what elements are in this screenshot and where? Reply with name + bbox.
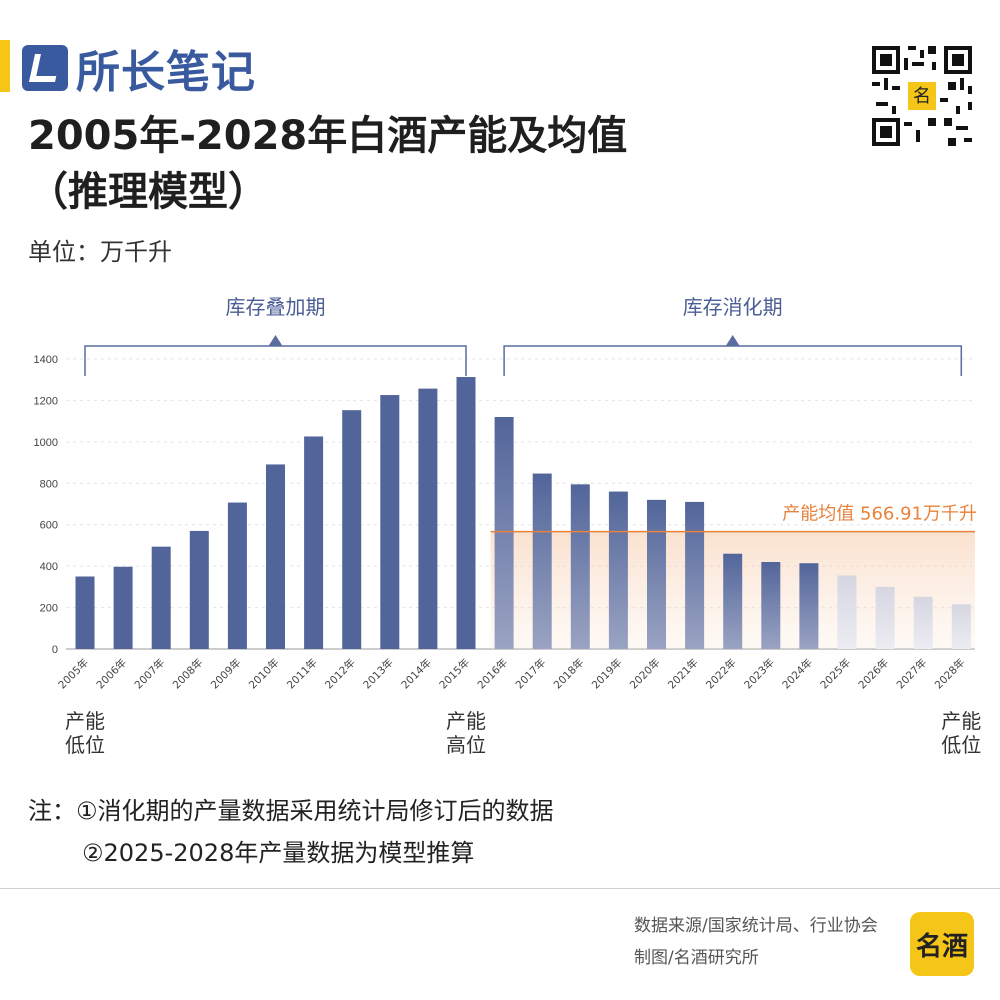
bar-2013年 — [380, 395, 400, 649]
bar-2008年 — [189, 530, 209, 649]
bar-2019年 — [608, 491, 628, 649]
bar-2015年 — [456, 377, 476, 649]
x-tick-label: 2021年 — [665, 656, 701, 692]
annotation-label: 产能 — [446, 709, 486, 733]
x-tick-label: 2017年 — [513, 656, 549, 692]
y-tick-label: 200 — [40, 603, 58, 615]
bar-2020年 — [647, 499, 666, 649]
period-bracket — [84, 345, 467, 376]
title-line-1: 2005年-2028年白酒产能及均值 — [28, 113, 628, 159]
x-tick-label: 2005年 — [56, 656, 92, 692]
bar-2006年 — [113, 566, 133, 649]
x-tick-label: 2022年 — [703, 656, 739, 692]
bar-2009年 — [227, 502, 247, 649]
annotation-label: 产能 — [65, 709, 105, 733]
x-tick-label: 2018年 — [551, 656, 587, 692]
y-tick-label: 1400 — [34, 354, 58, 366]
bar-2025年 — [837, 575, 857, 649]
x-tick-label: 2008年 — [170, 656, 206, 692]
annotation-label: 产能 — [941, 709, 981, 733]
x-tick-label: 2028年 — [932, 656, 968, 692]
notes: 注：①消化期的产量数据采用统计局修订后的数据 ②2025-2028年产量数据为模… — [28, 790, 554, 874]
badge-text: 名酒 — [915, 931, 968, 962]
x-tick-label: 2027年 — [894, 656, 930, 692]
accent-bar — [0, 40, 10, 92]
bar-2023年 — [761, 562, 781, 649]
x-tick-label: 2014年 — [399, 656, 435, 692]
footer-divider — [0, 888, 1000, 889]
x-tick-label: 2012年 — [322, 656, 358, 692]
bar-2021年 — [685, 501, 705, 649]
period-label: 库存叠加期 — [226, 295, 326, 319]
qr-code-icon: 名 — [868, 42, 976, 150]
period-arrow-icon — [268, 335, 283, 346]
brand-logo: 所长笔记 — [22, 36, 256, 100]
brand-mark-icon — [22, 45, 68, 91]
x-tick-label: 2025年 — [818, 656, 854, 692]
x-tick-label: 2007年 — [132, 656, 168, 692]
x-tick-label: 2006年 — [94, 656, 130, 692]
data-source: 数据来源/国家统计局、行业协会 — [634, 916, 878, 936]
annotation-label: 低位 — [941, 733, 981, 757]
bar-2012年 — [342, 410, 362, 649]
x-tick-label: 2013年 — [360, 656, 396, 692]
note-line-1: 注：①消化期的产量数据采用统计局修订后的数据 — [28, 797, 554, 825]
mean-label: 产能均值 566.91万千升 — [782, 504, 977, 525]
title-line-2: （推理模型） — [28, 169, 268, 215]
x-tick-label: 2023年 — [741, 656, 777, 692]
y-tick-label: 600 — [40, 520, 58, 532]
y-tick-label: 0 — [52, 644, 58, 656]
annotation-label: 低位 — [65, 733, 105, 757]
note-line-2: ②2025-2028年产量数据为模型推算 — [82, 839, 475, 867]
bar-2011年 — [304, 436, 324, 649]
x-tick-label: 2026年 — [856, 656, 892, 692]
bar-2027年 — [913, 596, 933, 649]
bar-2024年 — [799, 563, 819, 649]
period-arrow-icon — [725, 335, 740, 346]
y-tick-label: 800 — [40, 478, 58, 490]
bar-2005年 — [75, 576, 95, 649]
x-tick-label: 2024年 — [780, 656, 816, 692]
y-tick-label: 400 — [40, 561, 58, 573]
x-tick-label: 2011年 — [284, 656, 320, 692]
source-credit: 数据来源/国家统计局、行业协会 制图/名酒研究所 — [634, 910, 878, 974]
bar-2017年 — [532, 473, 552, 649]
bar-2022年 — [723, 553, 743, 649]
bar-2026年 — [875, 586, 895, 649]
y-tick-label: 1200 — [34, 395, 58, 407]
x-tick-label: 2015年 — [437, 656, 473, 692]
x-tick-label: 2016年 — [475, 656, 511, 692]
institute-badge-icon: 名酒 — [910, 912, 974, 976]
bar-2010年 — [266, 464, 285, 649]
x-tick-label: 2010年 — [246, 656, 282, 692]
x-tick-label: 2020年 — [627, 656, 663, 692]
bar-2018年 — [570, 484, 590, 649]
bar-2028年 — [951, 604, 971, 649]
x-tick-label: 2019年 — [589, 656, 625, 692]
period-bracket — [503, 345, 963, 376]
svg-text:名: 名 — [913, 86, 931, 107]
x-tick-label: 2009年 — [208, 656, 244, 692]
unit-label: 单位：万千升 — [28, 238, 172, 266]
bar-2016年 — [494, 417, 514, 649]
chart-credit: 制图/名酒研究所 — [634, 948, 759, 968]
period-label: 库存消化期 — [683, 295, 783, 319]
bar-2007年 — [151, 546, 171, 649]
bar-2014年 — [418, 388, 438, 649]
annotation-label: 高位 — [446, 733, 486, 757]
page-title: 2005年-2028年白酒产能及均值 （推理模型） — [28, 108, 627, 220]
y-tick-label: 1000 — [34, 437, 58, 449]
brand-name: 所长笔记 — [76, 47, 256, 98]
